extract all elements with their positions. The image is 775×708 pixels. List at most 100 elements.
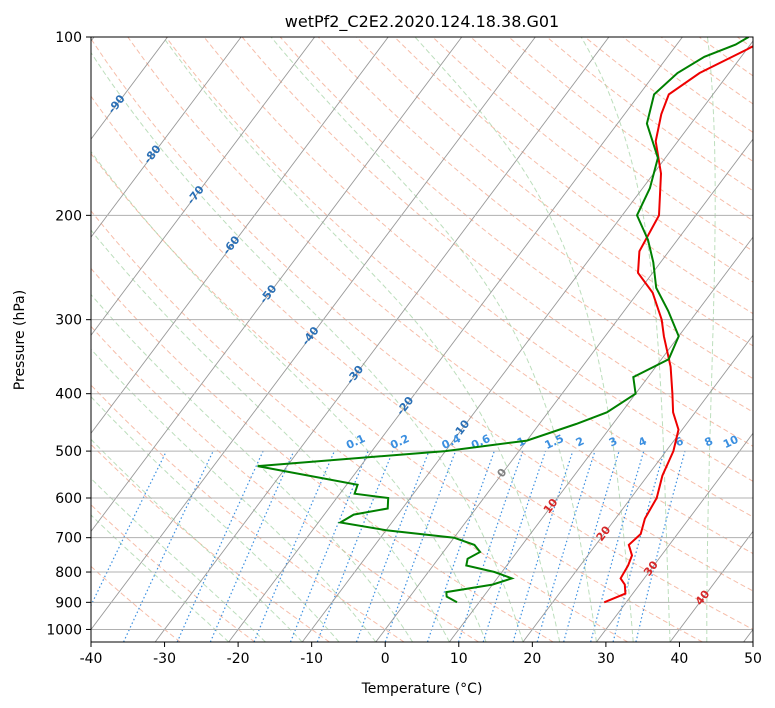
isotherm xyxy=(91,37,536,631)
moist-adiabat xyxy=(706,37,716,642)
x-tick-label: 20 xyxy=(523,651,541,667)
moist-adiabat xyxy=(91,514,230,642)
mixing-ratio-line xyxy=(612,450,665,642)
moist-adiabat xyxy=(91,477,266,642)
y-tick-label: 900 xyxy=(55,595,82,611)
moist-adiabat xyxy=(270,37,597,642)
mixing-ratio-line xyxy=(253,450,335,642)
x-tick-label: -40 xyxy=(80,651,103,667)
x-tick-label: -30 xyxy=(153,651,176,667)
dry-adiabat xyxy=(432,37,753,283)
mixing-ratio-label: 0.1 xyxy=(344,432,367,452)
isotherm-label: -60 xyxy=(220,233,243,257)
isotherm-label: -50 xyxy=(257,282,280,306)
moist-adiabat xyxy=(91,396,340,642)
y-tick-label: 200 xyxy=(55,208,82,224)
mixing-ratio-line xyxy=(482,450,547,642)
dry-adiabat xyxy=(91,504,256,642)
dry-adiabat xyxy=(394,37,753,315)
dry-adiabat xyxy=(508,37,753,222)
x-tick-label: -20 xyxy=(227,651,250,667)
plot-frame xyxy=(90,36,754,643)
y-axis-title: Pressure (hPa) xyxy=(12,290,28,390)
x-axis: -40 -30 -20 -10 0 10 20 30 40 50 xyxy=(80,642,762,667)
isotherm-label: 30 xyxy=(641,558,661,578)
y-tick-label: 800 xyxy=(55,565,82,581)
mixing-ratio-label: 13 xyxy=(751,433,770,451)
x-tick-label: 40 xyxy=(671,651,689,667)
isotherm xyxy=(91,37,168,140)
dry-adiabat xyxy=(470,37,753,252)
dry-adiabat xyxy=(622,37,753,133)
y-tick-label: 400 xyxy=(55,387,82,403)
isotherm-label: 40 xyxy=(693,587,713,607)
dry-adiabat xyxy=(91,565,181,642)
isotherm-label: -100 xyxy=(58,51,85,81)
y-tick-label: 600 xyxy=(55,491,82,507)
isotherm xyxy=(522,334,753,642)
y-axis: 1000 900 800 700 600 500 400 300 200 100 xyxy=(46,30,91,638)
y-tick-label: 1000 xyxy=(46,622,82,638)
dry-adiabat xyxy=(546,37,753,192)
dry-adiabat xyxy=(279,37,753,413)
moist-adiabat xyxy=(580,37,671,642)
moist-adiabat xyxy=(91,438,303,642)
x-tick-label: 0 xyxy=(381,651,390,667)
x-tick-label: 30 xyxy=(597,651,615,667)
moist-adiabat xyxy=(91,150,487,642)
isotherm xyxy=(154,37,610,642)
mixing-ratio-line xyxy=(209,450,295,642)
isotherm xyxy=(301,40,753,642)
chart-title: wetPf2_C2E2.2020.124.18.38.G01 xyxy=(285,12,559,32)
mixing-ratio-line xyxy=(426,450,495,642)
mixing-ratio-line xyxy=(91,450,167,607)
mixing-ratio-line xyxy=(512,450,574,642)
moist-adiabat xyxy=(162,37,561,642)
dry-adiabat xyxy=(91,443,330,642)
dry-adiabat xyxy=(165,37,753,518)
isotherm xyxy=(596,432,753,642)
moist-adiabat xyxy=(414,37,634,642)
isotherm-label: 0 xyxy=(494,466,509,480)
isotherm-label: -30 xyxy=(344,363,367,387)
isotherm xyxy=(91,37,389,435)
mixing-ratio-label: 2 xyxy=(574,434,586,449)
moist-adiabat xyxy=(91,229,450,642)
mixing-ratio-line xyxy=(384,450,457,642)
x-tick-label: 50 xyxy=(744,651,762,667)
mixing-ratio-line xyxy=(590,450,645,642)
mixing-ratio-line xyxy=(289,450,369,642)
y-tick-label: 700 xyxy=(55,531,82,547)
isotherm xyxy=(91,37,242,238)
isotherm-label: -80 xyxy=(141,142,164,166)
y-tick-label: 100 xyxy=(55,30,82,46)
moist-adiabat xyxy=(91,348,377,642)
mixing-ratio-line xyxy=(536,450,596,642)
isotherm-label: -90 xyxy=(105,92,128,116)
mixing-ratio-line xyxy=(123,450,214,642)
isotherm xyxy=(91,37,463,533)
temperature-line xyxy=(603,45,753,604)
isotherm-label: -20 xyxy=(394,394,417,418)
plot-area: -100-90-80-70-60-50-40-30-20-10010203040… xyxy=(58,37,770,642)
dry-adiabat xyxy=(91,210,629,642)
mixing-ratio-line xyxy=(176,450,264,642)
x-tick-label: 10 xyxy=(450,651,468,667)
dry-adiabat xyxy=(91,95,753,630)
mixing-ratio-line xyxy=(457,450,524,642)
moist-adiabat xyxy=(91,293,414,642)
isotherm xyxy=(375,138,753,642)
isotherm xyxy=(449,236,753,642)
x-axis-title: Temperature (°C) xyxy=(361,681,483,697)
y-tick-label: 300 xyxy=(55,313,82,329)
mixing-ratio-line xyxy=(563,450,620,642)
dewpoint-line xyxy=(257,37,750,604)
isotherm xyxy=(91,37,316,336)
dry-adiabat xyxy=(203,37,753,482)
mixing-ratio-line xyxy=(316,450,394,642)
mixing-ratio-label: 8 xyxy=(703,434,715,449)
isotherm-label: -70 xyxy=(184,183,207,207)
mixing-ratio-label: 0.6 xyxy=(469,432,492,452)
dry-adiabat xyxy=(91,325,479,642)
